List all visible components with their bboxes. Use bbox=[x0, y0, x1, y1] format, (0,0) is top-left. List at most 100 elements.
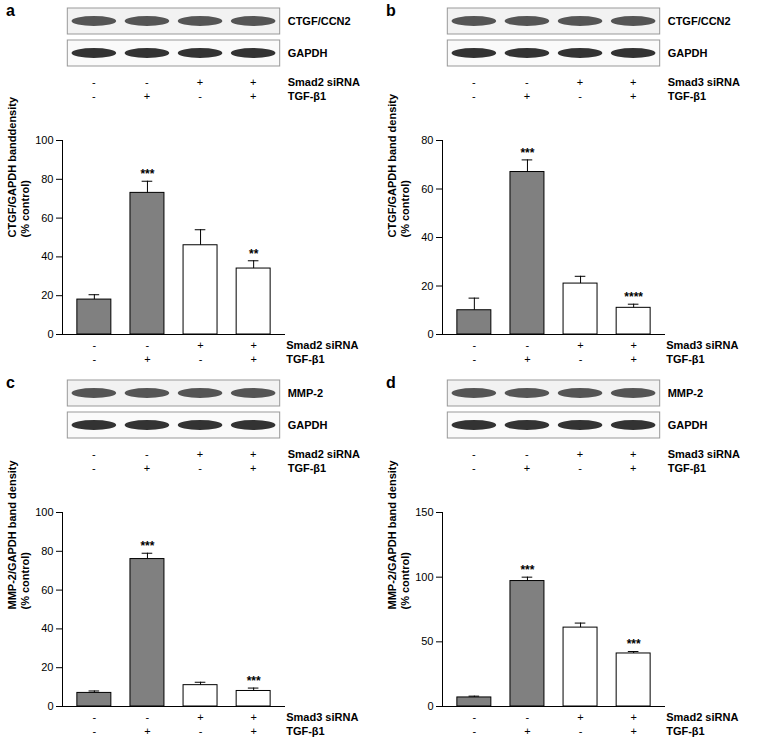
svg-text:-: - bbox=[578, 90, 582, 102]
svg-text:CTGF/GAPDH band density(% cont: CTGF/GAPDH band density(% control) bbox=[386, 93, 411, 238]
svg-text:+: + bbox=[250, 725, 256, 737]
svg-text:TGF-β1: TGF-β1 bbox=[288, 462, 327, 474]
svg-text:+: + bbox=[577, 711, 583, 723]
svg-text:-: - bbox=[92, 76, 96, 88]
svg-text:TGF-β1: TGF-β1 bbox=[286, 353, 325, 365]
svg-text:CTGF/CCN2: CTGF/CCN2 bbox=[668, 15, 731, 27]
svg-text:+: + bbox=[630, 90, 636, 102]
svg-text:+: + bbox=[577, 448, 583, 460]
svg-text:+: + bbox=[524, 725, 530, 737]
svg-text:-: - bbox=[93, 353, 97, 365]
svg-text:***: *** bbox=[140, 539, 154, 553]
svg-text:0: 0 bbox=[47, 700, 53, 712]
svg-text:TGF-β1: TGF-β1 bbox=[666, 353, 705, 365]
svg-text:TGF-β1: TGF-β1 bbox=[666, 725, 705, 737]
svg-text:-: - bbox=[198, 462, 202, 474]
svg-text:-: - bbox=[526, 339, 530, 351]
svg-text:+: + bbox=[630, 339, 636, 351]
svg-text:50: 50 bbox=[421, 635, 433, 647]
svg-text:20: 20 bbox=[41, 289, 53, 301]
svg-text:-: - bbox=[472, 448, 476, 460]
svg-text:MMP-2: MMP-2 bbox=[288, 387, 323, 399]
svg-text:+: + bbox=[144, 725, 150, 737]
svg-text:GAPDH: GAPDH bbox=[668, 47, 708, 59]
svg-text:Smad3 siRNA: Smad3 siRNA bbox=[668, 76, 740, 88]
svg-text:+: + bbox=[197, 711, 203, 723]
svg-text:-: - bbox=[199, 725, 203, 737]
svg-text:****: **** bbox=[624, 290, 643, 304]
svg-text:-: - bbox=[525, 76, 529, 88]
svg-text:-: - bbox=[93, 339, 97, 351]
svg-text:***: *** bbox=[520, 146, 534, 160]
svg-text:Smad2 siRNA: Smad2 siRNA bbox=[288, 76, 360, 88]
svg-text:-: - bbox=[472, 90, 476, 102]
svg-text:-: - bbox=[93, 725, 97, 737]
svg-text:***: *** bbox=[247, 674, 261, 688]
svg-text:-: - bbox=[145, 448, 149, 460]
svg-text:c: c bbox=[6, 374, 15, 391]
svg-text:+: + bbox=[524, 462, 530, 474]
svg-text:-: - bbox=[92, 462, 96, 474]
svg-text:60: 60 bbox=[41, 212, 53, 224]
svg-text:100: 100 bbox=[35, 134, 53, 146]
svg-text:+: + bbox=[144, 462, 150, 474]
svg-text:+: + bbox=[577, 339, 583, 351]
svg-text:150: 150 bbox=[415, 506, 433, 518]
svg-text:100: 100 bbox=[35, 506, 53, 518]
svg-text:+: + bbox=[250, 353, 256, 365]
svg-text:+: + bbox=[250, 448, 256, 460]
svg-text:40: 40 bbox=[41, 622, 53, 634]
svg-text:-: - bbox=[198, 90, 202, 102]
svg-text:-: - bbox=[526, 711, 530, 723]
svg-text:***: *** bbox=[627, 637, 641, 651]
svg-text:-: - bbox=[145, 76, 149, 88]
svg-text:+: + bbox=[197, 339, 203, 351]
svg-text:-: - bbox=[579, 725, 583, 737]
svg-text:Smad2 siRNA: Smad2 siRNA bbox=[286, 339, 358, 351]
svg-text:-: - bbox=[525, 448, 529, 460]
svg-text:-: - bbox=[146, 339, 150, 351]
svg-text:Smad3 siRNA: Smad3 siRNA bbox=[666, 339, 738, 351]
svg-text:TGF-β1: TGF-β1 bbox=[668, 90, 707, 102]
svg-text:TGF-β1: TGF-β1 bbox=[286, 725, 325, 737]
svg-text:-: - bbox=[473, 725, 477, 737]
svg-text:+: + bbox=[630, 725, 636, 737]
svg-text:20: 20 bbox=[421, 280, 433, 292]
svg-text:-: - bbox=[473, 353, 477, 365]
svg-text:Smad3 siRNA: Smad3 siRNA bbox=[286, 711, 358, 723]
svg-text:80: 80 bbox=[41, 545, 53, 557]
svg-text:-: - bbox=[93, 711, 97, 723]
svg-text:d: d bbox=[386, 374, 396, 391]
svg-text:-: - bbox=[146, 711, 150, 723]
svg-text:+: + bbox=[250, 76, 256, 88]
svg-text:+: + bbox=[197, 76, 203, 88]
svg-text:40: 40 bbox=[41, 250, 53, 262]
svg-text:+: + bbox=[197, 448, 203, 460]
svg-text:MMP-2: MMP-2 bbox=[668, 387, 703, 399]
svg-text:-: - bbox=[578, 462, 582, 474]
svg-text:-: - bbox=[199, 353, 203, 365]
svg-text:Smad3 siRNA: Smad3 siRNA bbox=[668, 448, 740, 460]
svg-text:+: + bbox=[577, 76, 583, 88]
svg-text:-: - bbox=[473, 711, 477, 723]
svg-text:+: + bbox=[250, 711, 256, 723]
svg-text:-: - bbox=[579, 353, 583, 365]
svg-text:80: 80 bbox=[421, 134, 433, 146]
svg-text:Smad2 siRNA: Smad2 siRNA bbox=[666, 711, 738, 723]
svg-text:b: b bbox=[386, 2, 396, 19]
svg-text:40: 40 bbox=[421, 231, 433, 243]
svg-text:Smad2 siRNA: Smad2 siRNA bbox=[288, 448, 360, 460]
svg-text:TGF-β1: TGF-β1 bbox=[668, 462, 707, 474]
svg-text:+: + bbox=[630, 353, 636, 365]
svg-text:100: 100 bbox=[415, 571, 433, 583]
svg-text:GAPDH: GAPDH bbox=[288, 47, 328, 59]
svg-text:+: + bbox=[630, 448, 636, 460]
svg-text:60: 60 bbox=[41, 584, 53, 596]
svg-text:0: 0 bbox=[47, 328, 53, 340]
svg-text:-: - bbox=[92, 448, 96, 460]
svg-text:***: *** bbox=[520, 563, 534, 577]
svg-text:**: ** bbox=[249, 247, 259, 261]
svg-text:+: + bbox=[630, 76, 636, 88]
svg-text:CTGF/CCN2: CTGF/CCN2 bbox=[288, 15, 351, 27]
svg-text:-: - bbox=[472, 462, 476, 474]
